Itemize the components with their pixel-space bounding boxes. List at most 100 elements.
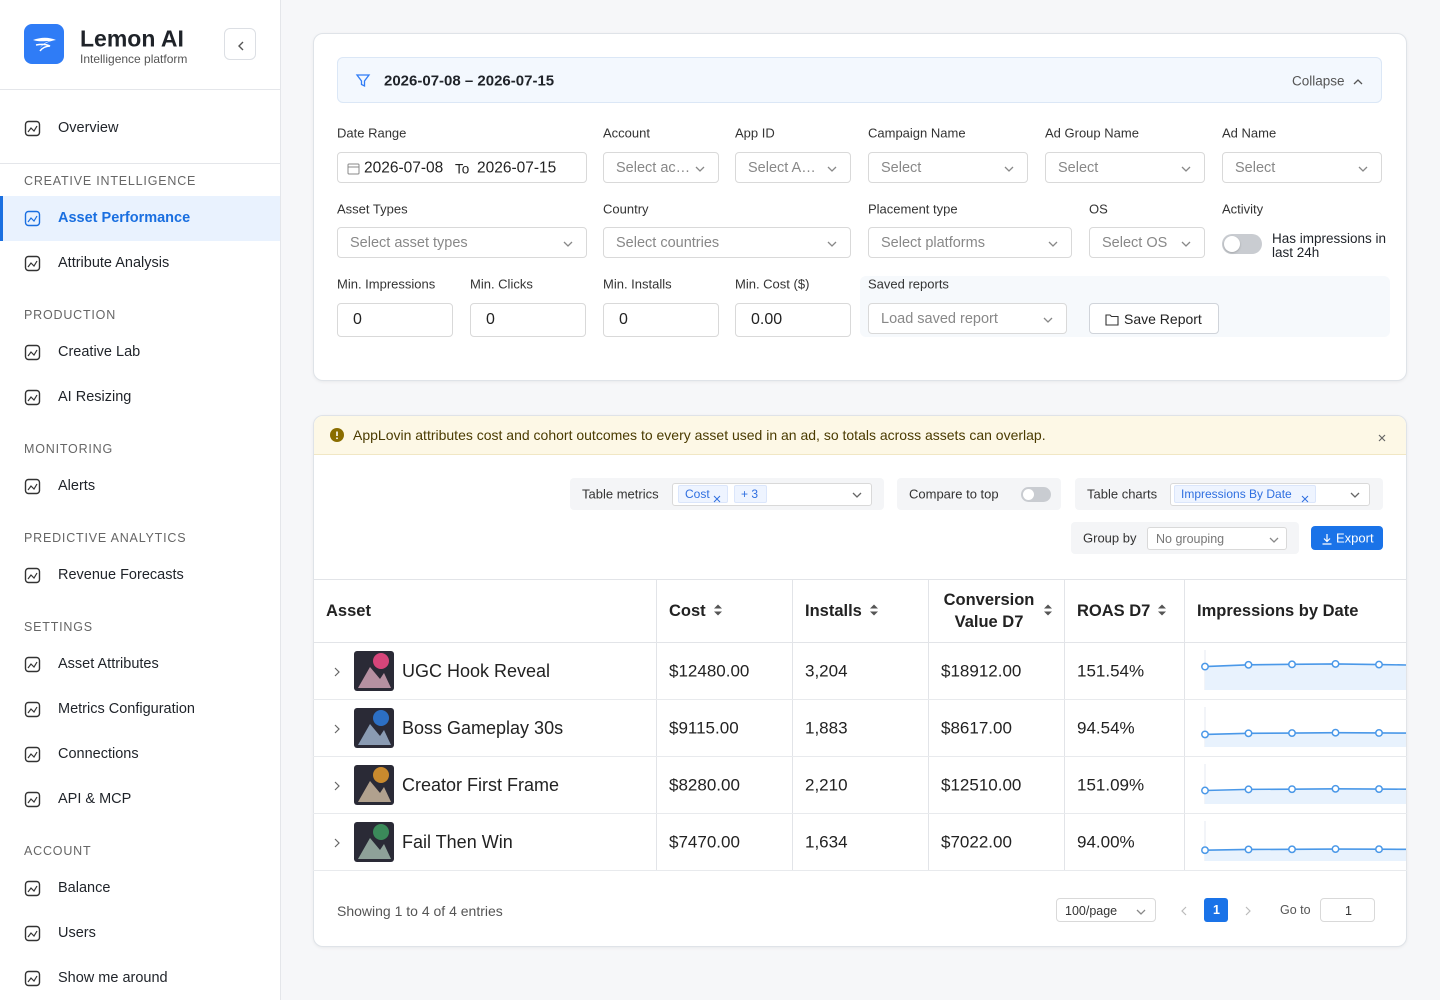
sort-icon[interactable] [869,603,879,617]
sparkline-point [1375,845,1383,854]
sort-icon[interactable] [713,603,723,617]
nav-label: Asset Attributes [58,655,159,672]
nav-item[interactable] [0,777,280,822]
select-placeholder: Select asset types [350,234,468,251]
nav-item[interactable] [0,106,280,151]
select-field[interactable]: Select [868,152,1028,183]
filter-icon [355,73,371,89]
group-select[interactable]: No grouping [1147,527,1287,550]
input-field[interactable]: 0 [337,303,453,337]
select-field[interactable]: Select [1222,152,1382,183]
sort-icon[interactable] [1157,603,1167,617]
input-field[interactable]: 0.00 [735,303,851,337]
nav-label: Overview [58,119,119,136]
nav-icon-shape [24,746,41,763]
select-field[interactable]: Load saved report [868,303,1067,334]
field-label: App ID [735,125,775,141]
alert-close[interactable] [1377,430,1387,442]
compare-toggle[interactable] [1021,487,1051,502]
nav-icon-shape [24,210,41,227]
select-placeholder: Select A… [748,159,816,176]
chevron-down [1003,162,1015,174]
select-field[interactable]: Select asset types [337,227,587,258]
nav-icon-shape [27,260,38,268]
collapse-sidebar[interactable] [224,28,256,60]
date-input[interactable]: 2026-07-08 To 2026-07-15 [337,152,587,183]
select-field[interactable]: Select countries [603,227,851,258]
divider [0,163,281,164]
nav-icon-shape [27,661,38,669]
export-button[interactable]: Export [1311,526,1383,550]
nav-icon-shape [24,478,41,495]
brand: Lemon AI [80,25,184,52]
nav-icon [24,255,41,272]
nav-item[interactable] [0,911,280,956]
sparkline [1201,764,1406,804]
calendar-icon-shape [347,163,360,175]
nav-item[interactable] [0,375,280,420]
sort-icon-shape [1044,604,1052,616]
field-label: Ad Group Name [1045,125,1139,141]
tag [678,485,728,503]
nav-icon-shape [27,930,38,938]
field-label: Min. Cost ($) [735,276,810,292]
field-label: Min. Installs [603,276,672,292]
filter-summary-text: 2026-07-08 – 2026-07-15 [384,72,555,90]
tag-text: Cost [685,487,710,501]
current-page[interactable]: 1 [1204,898,1228,922]
chevron-down-shape [827,241,837,247]
table-top-border [313,579,1407,580]
activity-toggle[interactable] [1222,234,1262,254]
expand-row[interactable] [331,836,343,848]
chevron-down [1349,488,1361,500]
select-field[interactable]: Select OS [1089,227,1205,258]
sparkline-point [1375,785,1383,794]
alert-icon-shape [336,437,338,440]
thumbnail-shape [354,764,394,805]
expand-row[interactable] [331,779,343,791]
nav-icon-shape [24,120,41,137]
thumbnail [354,821,394,862]
tag-close[interactable] [713,490,721,503]
next-page[interactable] [1242,904,1254,916]
tag-close[interactable] [1301,490,1309,503]
prev-page[interactable] [1178,904,1190,916]
folder-icon [1105,313,1119,326]
goto-input[interactable]: 1 [1320,898,1375,922]
nav-icon-shape [24,880,41,897]
filter-icon-shape [355,74,371,88]
nav-label: Balance [58,879,111,896]
select-placeholder: Select [1058,159,1099,176]
page-size-text: 100/page [1065,903,1118,918]
input-field[interactable]: 0 [603,303,719,337]
chevron-down-shape [1043,317,1053,323]
thumbnail [354,764,394,805]
expand-row[interactable] [331,722,343,734]
toolbar-label: Group by [1083,530,1137,546]
expand-row[interactable] [331,665,343,677]
sparkline-point [1331,845,1340,853]
select-field[interactable]: Select [1045,152,1205,183]
nav-icon-shape [24,656,41,673]
sort-icon[interactable] [1043,603,1053,617]
nav-item[interactable] [0,866,280,911]
select-field[interactable]: Select A… [735,152,851,183]
column-border [656,579,657,870]
collapse-filters[interactable]: Collapse [1292,73,1345,89]
field-label: Campaign Name [868,125,966,141]
nav-icon-shape [24,344,41,361]
select-field[interactable]: Select platforms [868,227,1072,258]
nav-item[interactable] [0,732,280,777]
sparkline-point [1331,728,1340,737]
page-size-select[interactable]: 100/page [1056,898,1156,922]
select-field[interactable]: Select ac… [603,152,719,183]
section-title: SETTINGS [24,619,93,634]
nav-item[interactable] [0,464,280,509]
field-label: Asset Types [337,201,408,217]
sort-icon-shape [1158,604,1166,616]
expand-row-shape [334,667,340,676]
row-border [313,813,1407,814]
chevron-down-shape [563,241,573,247]
input-field[interactable]: 0 [470,303,586,337]
save-report-button[interactable]: Save Report [1089,303,1219,334]
